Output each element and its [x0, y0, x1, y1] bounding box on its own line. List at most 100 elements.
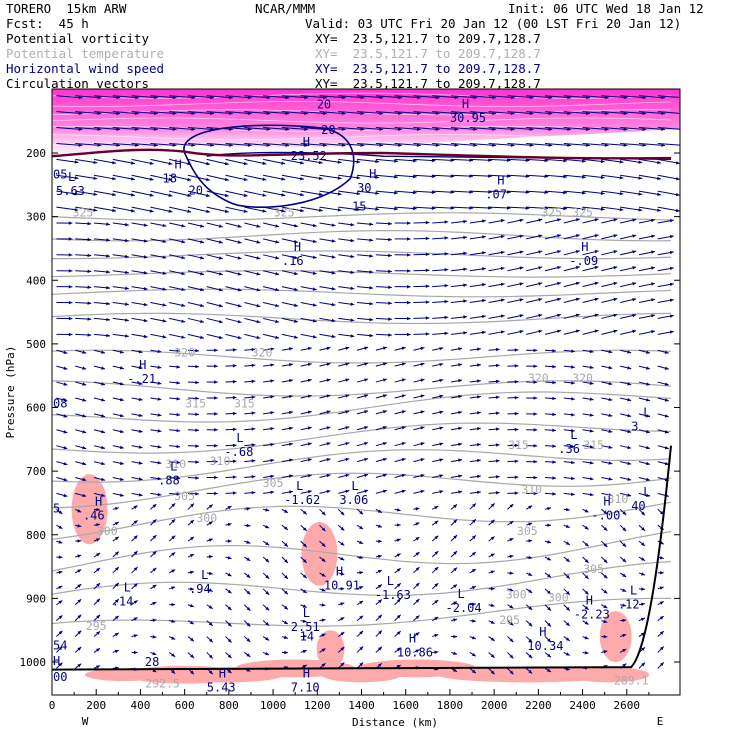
circulation-vector: [469, 379, 481, 383]
circulation-vector: [526, 218, 543, 224]
circulation-vector: [131, 142, 158, 147]
circulation-vector: [394, 582, 401, 590]
circulation-vector: [93, 286, 111, 290]
circulation-vector: [300, 410, 312, 415]
circulation-vector: [375, 142, 402, 147]
circulation-vector: [432, 442, 444, 447]
circulation-vector: [620, 190, 643, 196]
circulation-vector: [657, 95, 680, 98]
circulation-vector: [657, 365, 669, 370]
circulation-vector: [187, 238, 205, 244]
circulation-vector: [338, 254, 355, 259]
circulation-vector: [375, 508, 383, 514]
circulation-vector: [450, 331, 468, 335]
y-axis-title: Pressure (hPa): [4, 346, 17, 439]
circulation-vector: [319, 648, 326, 653]
circulation-vector: [75, 429, 87, 434]
circulation-vector: [488, 553, 495, 558]
circulation-vector: [620, 461, 632, 465]
circulation-vector: [187, 444, 199, 448]
circulation-vector: [375, 111, 402, 116]
circulation-vector: [563, 313, 580, 319]
circulation-vector: [413, 362, 425, 367]
circulation-vector: [431, 566, 439, 574]
circulation-vector: [56, 570, 63, 575]
circulation-vector: [75, 237, 92, 242]
circulation-vector: [187, 127, 214, 132]
jet-core-contour: [183, 124, 355, 208]
circulation-vector: [56, 555, 63, 559]
circulation-vector: [75, 285, 92, 289]
circulation-vector: [432, 378, 444, 383]
circulation-vector: [300, 190, 323, 196]
extremum-symbol: H: [586, 593, 593, 607]
circulation-vector: [74, 508, 82, 513]
circulation-vector: [507, 250, 524, 256]
circulation-vector: [544, 444, 557, 448]
theta-label: 325: [541, 206, 562, 220]
circulation-vector: [225, 270, 242, 276]
circulation-vector: [187, 317, 205, 324]
extremum-value: 10.91: [324, 579, 360, 593]
circulation-vector: [375, 346, 388, 351]
circulation-vector: [356, 378, 369, 383]
circulation-vector: [357, 158, 380, 164]
circulation-vector: [225, 286, 242, 292]
circulation-vector: [619, 572, 627, 578]
y-tick-label: 1000: [20, 656, 47, 669]
circulation-vector: [563, 190, 586, 195]
circulation-vector: [131, 222, 148, 227]
circulation-vector: [450, 584, 458, 590]
circulation-vector: [187, 620, 195, 625]
circulation-vector: [638, 477, 651, 482]
circulation-vector: [187, 553, 195, 558]
circulation-vector: [582, 281, 599, 288]
circulation-vector: [300, 458, 312, 463]
circulation-vector: [187, 348, 199, 353]
circulation-vector: [394, 630, 401, 637]
circulation-vector: [601, 445, 613, 449]
circulation-vector: [563, 412, 575, 417]
pv-anomaly-region: [301, 522, 338, 586]
circulation-vector: [507, 427, 519, 432]
circulation-vector: [544, 540, 552, 544]
circulation-vector: [544, 158, 568, 163]
circulation-vector: [150, 111, 177, 116]
circulation-vector: [488, 298, 505, 304]
circulation-vector: [56, 142, 83, 147]
circulation-vector: [338, 426, 350, 431]
circulation-vector: [431, 582, 439, 590]
circulation-vector: [263, 317, 280, 324]
circulation-vector: [582, 206, 605, 211]
circulation-vector: [225, 443, 237, 448]
circulation-vector: [206, 270, 223, 276]
circulation-vector: [263, 474, 275, 479]
circulation-vector: [169, 333, 186, 339]
circulation-vector: [450, 519, 458, 526]
circulation-vector: [337, 646, 345, 653]
theta-contour: [52, 270, 672, 278]
circulation-vector: [601, 634, 608, 639]
circulation-vector: [638, 492, 651, 497]
extremum-symbol: L: [351, 479, 358, 493]
circulation-vector: [469, 283, 486, 288]
circulation-vector: [544, 460, 557, 464]
circulation-vector: [131, 599, 138, 606]
circulation-vector: [281, 620, 289, 625]
circulation-vector: [394, 332, 411, 337]
circulation-vector: [93, 238, 111, 242]
circulation-vector: [319, 254, 336, 259]
x-axis-title: Distance (km): [352, 716, 438, 729]
circulation-vector: [601, 265, 618, 272]
theta-label: 325: [572, 206, 593, 220]
circulation-vector: [450, 111, 478, 116]
circulation-vector: [187, 95, 214, 100]
circulation-vector: [112, 270, 129, 275]
circulation-vector: [657, 111, 680, 114]
circulation-vector: [413, 536, 420, 542]
circulation-vector: [300, 649, 307, 654]
circulation-vector: [582, 190, 605, 195]
circulation-vector: [56, 316, 73, 321]
circulation-vector: [563, 349, 575, 353]
circulation-vector: [375, 569, 383, 574]
